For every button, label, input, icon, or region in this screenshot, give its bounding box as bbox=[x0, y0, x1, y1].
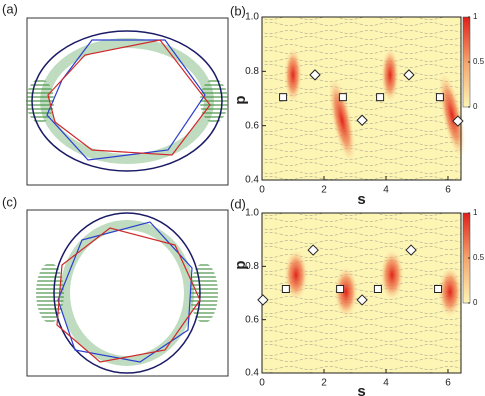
y-tick-label: 0.8 bbox=[245, 66, 259, 77]
density-b bbox=[262, 17, 466, 180]
plot-frame bbox=[261, 16, 462, 181]
y-tick-label: 1.0 bbox=[245, 208, 259, 219]
diamond-marker bbox=[452, 115, 464, 127]
plot-frame bbox=[261, 212, 462, 374]
diagram-c bbox=[26, 209, 229, 377]
colorbar-label: 1 bbox=[473, 208, 478, 217]
square-marker bbox=[281, 285, 290, 293]
y-tick-label: 0.6 bbox=[245, 120, 259, 131]
y-tick-label: 0.8 bbox=[245, 261, 259, 272]
x-axis-label: s bbox=[357, 191, 365, 208]
colorbar-label: 0 bbox=[473, 102, 478, 111]
square-marker bbox=[336, 285, 345, 293]
colorbar-label: 0.5 bbox=[473, 253, 485, 262]
x-tick-label: 0 bbox=[259, 378, 265, 389]
square-marker bbox=[373, 285, 382, 293]
x-axis-label: s bbox=[357, 383, 365, 396]
square-marker bbox=[279, 93, 288, 102]
x-tick-label: 0 bbox=[259, 185, 265, 196]
y-axis-label: p bbox=[232, 95, 249, 104]
x-tick-label: 4 bbox=[383, 378, 389, 389]
square-marker bbox=[434, 285, 443, 293]
y-tick-label: 1.0 bbox=[245, 12, 259, 23]
square-marker bbox=[338, 93, 347, 102]
y-axis-label: p bbox=[232, 260, 249, 269]
panel-label: (a) bbox=[2, 1, 18, 16]
x-tick-label: 2 bbox=[321, 185, 327, 196]
colorbar-label: 1 bbox=[473, 12, 478, 21]
x-tick-label: 4 bbox=[383, 185, 389, 196]
diamond-marker bbox=[257, 294, 269, 306]
colorbar-label: 0.5 bbox=[473, 57, 485, 66]
density-d bbox=[262, 213, 462, 373]
y-tick-label: 0.4 bbox=[245, 175, 259, 186]
diagram-a bbox=[26, 17, 229, 186]
diamond-marker bbox=[403, 69, 415, 81]
colorbar-label: 0 bbox=[473, 298, 478, 307]
diamond-marker bbox=[405, 244, 417, 256]
panel-label: (b) bbox=[230, 3, 246, 18]
y-tick-label: 0.4 bbox=[245, 368, 259, 379]
x-tick-label: 2 bbox=[321, 378, 327, 389]
y-tick-label: 0.6 bbox=[245, 314, 259, 325]
square-marker bbox=[435, 93, 444, 102]
diamond-marker bbox=[356, 294, 368, 306]
x-tick-label: 6 bbox=[445, 378, 451, 389]
panel-label: (c) bbox=[2, 194, 17, 209]
panel-label: (d) bbox=[230, 196, 246, 211]
square-marker bbox=[376, 93, 385, 102]
x-tick-label: 6 bbox=[445, 185, 451, 196]
diamond-marker bbox=[307, 244, 319, 256]
diamond-marker bbox=[309, 69, 321, 81]
diamond-marker bbox=[356, 114, 368, 126]
